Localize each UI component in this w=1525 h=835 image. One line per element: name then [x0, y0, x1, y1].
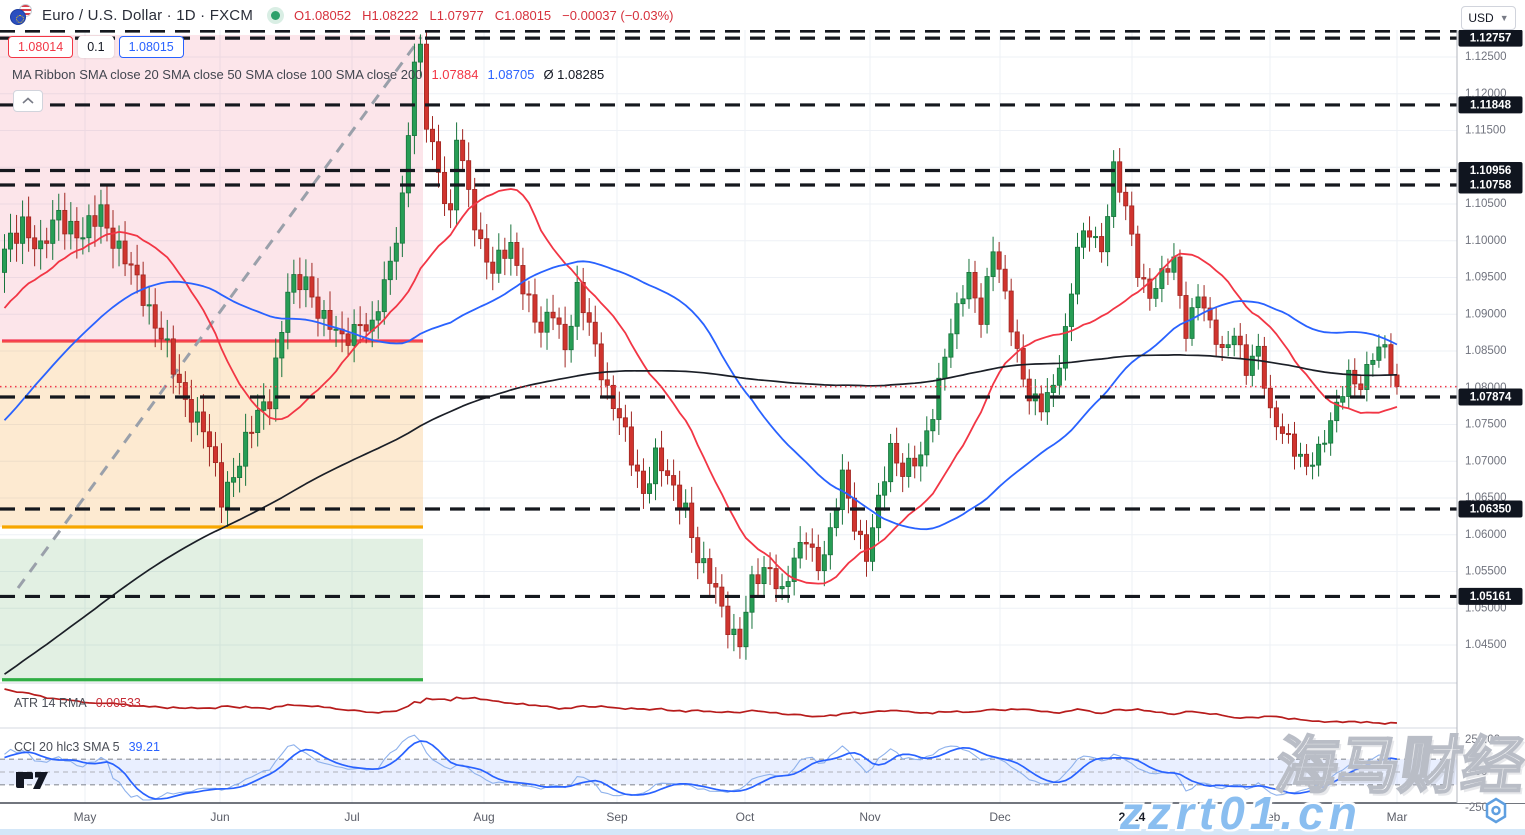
- pane-separators: [0, 682, 1525, 835]
- tradingview-logo: [14, 769, 50, 796]
- svg-text:1.06000: 1.06000: [1465, 529, 1507, 541]
- gridlines: [0, 30, 1457, 803]
- svg-text:1.07500: 1.07500: [1465, 419, 1507, 431]
- symbol-header: Euro / U.S. Dollar · 1D · FXCM O1.08052 …: [0, 0, 1525, 30]
- svg-text:2024: 2024: [1119, 810, 1146, 824]
- svg-text:Mar: Mar: [1387, 810, 1408, 824]
- trendline-drawing: [16, 36, 423, 589]
- cci-value: 39.21: [128, 740, 160, 754]
- svg-text:Jun: Jun: [210, 810, 229, 824]
- candlesticks: [2, 30, 1400, 660]
- change-value: −0.00037 (−0.03%): [562, 7, 674, 23]
- svg-text:1.09500: 1.09500: [1465, 272, 1507, 284]
- svg-text:1.06350: 1.06350: [1470, 504, 1512, 516]
- svg-text:1.04500: 1.04500: [1465, 639, 1507, 651]
- time-axis[interactable]: May Jun Jul Aug Sep Oct Nov Dec 2024 Feb Mar: [74, 810, 1408, 824]
- svg-text:Oct: Oct: [736, 810, 755, 824]
- svg-text:1.10758: 1.10758: [1470, 180, 1512, 192]
- ohlc-values: O1.08052 H1.08222 L1.07977 C1.08015 −0.0…: [294, 8, 673, 23]
- ma-average-value: Ø 1.08285: [543, 67, 605, 82]
- ma-value-1: 1.07884: [431, 67, 479, 82]
- svg-text:1.12757: 1.12757: [1470, 33, 1512, 45]
- price-axis[interactable]: 1.125001.120001.115001.110001.105001.100…: [1456, 29, 1525, 814]
- trade-panel: 1.08014 0.1 1.08015: [8, 36, 184, 58]
- high-value: H1.08222: [362, 7, 419, 23]
- ma-value-2: 1.08705: [487, 67, 535, 82]
- low-value: L1.07977: [429, 7, 484, 23]
- svg-text:1.05161: 1.05161: [1470, 591, 1512, 603]
- atr-value: 0.00533: [95, 696, 141, 710]
- chevron-up-icon: [22, 97, 34, 104]
- price-axis-hitbox[interactable]: [1457, 30, 1525, 803]
- currency-label: USD: [1468, 11, 1494, 25]
- ma-ribbon-label[interactable]: MA Ribbon SMA close 20 SMA close 50 SMA …: [12, 67, 423, 82]
- svg-text:0.00: 0.00: [1465, 766, 1487, 778]
- svg-text:1.07874: 1.07874: [1470, 392, 1512, 404]
- quantity-field[interactable]: 0.1: [78, 36, 114, 58]
- site-watermark: zzrt01.cn: [1120, 787, 1362, 835]
- close-value: C1.08015: [494, 7, 552, 23]
- svg-text:1.05000: 1.05000: [1465, 602, 1507, 614]
- gear-icon: [1482, 797, 1510, 830]
- svg-text:1.12500: 1.12500: [1465, 51, 1507, 63]
- zone-drawings: [0, 34, 423, 682]
- svg-text:1.10956: 1.10956: [1470, 165, 1512, 177]
- cci-pane-legend: CCI 20 hlc3 SMA 5 39.21: [14, 740, 160, 754]
- collapse-legend-button[interactable]: [13, 90, 43, 112]
- svg-text:1.05500: 1.05500: [1465, 566, 1507, 578]
- chevron-down-icon: ▼: [1499, 13, 1509, 23]
- svg-text:1.11500: 1.11500: [1465, 125, 1506, 137]
- symbol-title[interactable]: Euro / U.S. Dollar · 1D · FXCM: [42, 6, 254, 24]
- svg-text:1.08500: 1.08500: [1465, 345, 1507, 357]
- svg-text:Dec: Dec: [989, 810, 1010, 824]
- svg-text:1.11848: 1.11848: [1470, 99, 1512, 111]
- svg-text:1.10500: 1.10500: [1465, 198, 1507, 210]
- eu-flag-icon: [10, 9, 26, 25]
- svg-text:Sep: Sep: [606, 810, 628, 824]
- cci-label[interactable]: CCI 20 hlc3 SMA 5: [14, 740, 120, 754]
- svg-text:1.09000: 1.09000: [1465, 308, 1507, 320]
- svg-text:250.00: 250.00: [1465, 734, 1500, 746]
- svg-text:Aug: Aug: [473, 810, 494, 824]
- svg-text:Feb: Feb: [1260, 810, 1281, 824]
- open-value: O1.08052: [294, 7, 352, 23]
- ma-ribbon-lines: [3, 188, 1398, 675]
- svg-text:Jul: Jul: [344, 810, 359, 824]
- indicator-panes: [0, 688, 1457, 801]
- buy-button[interactable]: 1.08015: [118, 36, 184, 58]
- currency-dropdown[interactable]: USD ▼: [1461, 6, 1516, 30]
- atr-label[interactable]: ATR 14 RMA: [14, 696, 87, 710]
- atr-pane-legend: ATR 14 RMA 0.00533: [14, 696, 141, 710]
- ma-ribbon-legend: MA Ribbon SMA close 20 SMA close 50 SMA …: [12, 67, 604, 82]
- market-status-icon[interactable]: [271, 10, 281, 20]
- svg-text:1.07000: 1.07000: [1465, 455, 1507, 467]
- svg-text:Nov: Nov: [859, 810, 880, 824]
- horizontal-level-drawings: [0, 29, 1457, 599]
- svg-text:May: May: [74, 810, 97, 824]
- symbol-flag-icon: [10, 4, 34, 26]
- svg-text:1.10000: 1.10000: [1465, 235, 1507, 247]
- sell-button[interactable]: 1.08014: [8, 36, 74, 58]
